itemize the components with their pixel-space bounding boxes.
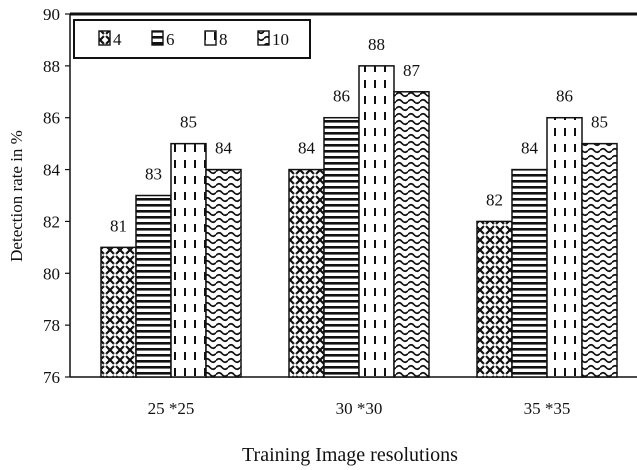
- x-axis-tick-labels: 25 *25 30 *30 35 *35: [148, 399, 571, 418]
- bar-series-6-2: [323, 116, 360, 378]
- legend-label-6: 6: [166, 30, 175, 49]
- y-axis-title: Detection rate in %: [7, 130, 26, 262]
- bar-series-6-3: [511, 168, 548, 378]
- data-label: 85: [591, 113, 608, 132]
- y-tick-label: 86: [43, 109, 60, 128]
- data-label: 88: [368, 35, 385, 54]
- data-label: 81: [110, 216, 127, 235]
- bar-series-10-3: [581, 142, 618, 378]
- y-axis-ticks: 76 78 80 82 84 86 88 90: [43, 5, 70, 387]
- y-tick-label: 88: [43, 57, 60, 76]
- data-label: 82: [486, 190, 503, 209]
- y-tick-label: 90: [43, 5, 60, 24]
- legend-label-10: 10: [272, 30, 289, 49]
- bar-group: [100, 65, 618, 378]
- legend: 4 6 8 10: [73, 19, 311, 59]
- legend-swatch-6: [151, 30, 164, 46]
- bar-series-6-1: [135, 194, 172, 378]
- x-tick-label: 30 *30: [336, 399, 383, 418]
- legend-box: [73, 19, 311, 59]
- legend-swatch-10: [257, 30, 270, 46]
- bar-series-4-1: [100, 246, 137, 378]
- y-tick-label: 80: [43, 264, 60, 283]
- bar-series-8-1: [170, 142, 207, 378]
- y-tick-label: 84: [43, 161, 61, 180]
- x-axis-title: Training Image resolutions: [242, 444, 458, 466]
- data-label: 87: [403, 61, 421, 80]
- data-labels: 81 83 85 84 84 86 88 87 82 84 86 85: [110, 35, 608, 236]
- data-label: 84: [298, 139, 316, 158]
- bar-series-8-2: [358, 65, 395, 378]
- data-label: 84: [215, 139, 233, 158]
- y-tick-label: 78: [43, 316, 60, 335]
- legend-label-8: 8: [219, 30, 228, 49]
- data-label: 86: [556, 87, 573, 106]
- data-label: 85: [180, 113, 197, 132]
- y-tick-label: 76: [43, 368, 60, 387]
- bar-series-10-1: [205, 168, 242, 378]
- legend-swatch-4: [98, 30, 111, 46]
- x-tick-label: 25 *25: [148, 399, 195, 418]
- data-label: 86: [333, 87, 350, 106]
- bar-series-4-3: [476, 220, 513, 378]
- bar-series-4-2: [288, 168, 325, 378]
- bar-series-10-2: [393, 91, 430, 378]
- bar-series-8-3: [546, 116, 583, 378]
- y-tick-label: 82: [43, 212, 60, 231]
- legend-label-4: 4: [113, 30, 122, 49]
- legend-swatch-8: [204, 30, 217, 46]
- x-tick-label: 35 *35: [524, 399, 571, 418]
- data-label: 84: [521, 139, 539, 158]
- data-label: 83: [145, 165, 162, 184]
